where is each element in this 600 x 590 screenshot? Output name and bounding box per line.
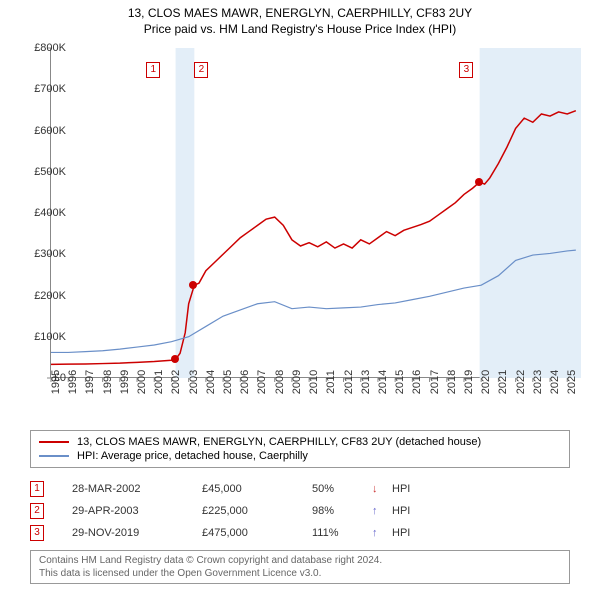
y-tick-label: £400K — [34, 207, 66, 219]
x-tick-label: 2014 — [377, 370, 389, 394]
x-tick-label: 2012 — [343, 370, 355, 394]
x-tick-label: 2001 — [153, 370, 165, 394]
sale-row: 1 28-MAR-2002£45,00050%↓HPI — [30, 478, 570, 500]
sales-table: 128-MAR-2002£45,00050%↓HPI229-APR-2003£2… — [30, 478, 570, 544]
plot-area — [50, 48, 580, 378]
x-tick-label: 2024 — [549, 370, 561, 394]
x-tick-label: 2000 — [136, 370, 148, 394]
x-tick-label: 2013 — [360, 370, 372, 394]
sale-row-marker: 1 — [30, 481, 44, 497]
sale-price: £45,000 — [202, 483, 312, 495]
x-tick-label: 1999 — [119, 370, 131, 394]
legend-swatch — [39, 455, 69, 457]
x-tick-label: 1998 — [102, 370, 114, 394]
sale-price: £475,000 — [202, 527, 312, 539]
x-tick-label: 2017 — [429, 370, 441, 394]
x-tick-label: 2018 — [446, 370, 458, 394]
legend-item: HPI: Average price, detached house, Caer… — [39, 449, 561, 463]
sale-arrow-icon: ↑ — [372, 527, 392, 539]
sale-dot-2 — [189, 281, 197, 289]
sale-marker-2: 2 — [194, 62, 208, 78]
x-tick-label: 2016 — [411, 370, 423, 394]
y-tick-label: £200K — [34, 290, 66, 302]
y-tick-label: £800K — [34, 42, 66, 54]
sale-dot-3 — [475, 178, 483, 186]
y-tick-label: £500K — [34, 166, 66, 178]
sale-diff: 50% — [312, 483, 372, 495]
footer-line1: Contains HM Land Registry data © Crown c… — [39, 554, 561, 567]
x-tick-label: 2002 — [170, 370, 182, 394]
sale-arrow-icon: ↓ — [372, 483, 392, 495]
x-tick-label: 2020 — [480, 370, 492, 394]
chart-title: 13, CLOS MAES MAWR, ENERGLYN, CAERPHILLY… — [0, 0, 600, 36]
x-tick-label: 2025 — [566, 370, 578, 394]
y-tick-label: £600K — [34, 125, 66, 137]
x-tick-label: 2015 — [394, 370, 406, 394]
sale-hpi-label: HPI — [392, 505, 410, 517]
y-tick-label: £700K — [34, 83, 66, 95]
legend-swatch — [39, 441, 69, 443]
sale-date: 29-NOV-2019 — [72, 527, 202, 539]
title-address: 13, CLOS MAES MAWR, ENERGLYN, CAERPHILLY… — [0, 6, 600, 20]
x-tick-label: 1995 — [50, 370, 62, 394]
legend-box: 13, CLOS MAES MAWR, ENERGLYN, CAERPHILLY… — [30, 430, 570, 468]
legend-item: 13, CLOS MAES MAWR, ENERGLYN, CAERPHILLY… — [39, 435, 561, 449]
x-tick-label: 1996 — [67, 370, 79, 394]
sale-arrow-icon: ↑ — [372, 505, 392, 517]
x-tick-label: 2019 — [463, 370, 475, 394]
sale-diff: 111% — [312, 527, 372, 539]
sale-hpi-label: HPI — [392, 527, 410, 539]
sale-diff: 98% — [312, 505, 372, 517]
sale-marker-1: 1 — [146, 62, 160, 78]
y-tick-label: £300K — [34, 248, 66, 260]
legend-label: 13, CLOS MAES MAWR, ENERGLYN, CAERPHILLY… — [77, 436, 481, 448]
y-tick-label: £100K — [34, 331, 66, 343]
x-tick-label: 2021 — [497, 370, 509, 394]
sale-marker-3: 3 — [459, 62, 473, 78]
x-tick-label: 2007 — [256, 370, 268, 394]
x-tick-label: 2022 — [515, 370, 527, 394]
x-tick-label: 1997 — [84, 370, 96, 394]
sale-date: 28-MAR-2002 — [72, 483, 202, 495]
title-subtitle: Price paid vs. HM Land Registry's House … — [0, 22, 600, 36]
chart-svg — [51, 48, 581, 378]
x-tick-label: 2005 — [222, 370, 234, 394]
x-tick-label: 2003 — [188, 370, 200, 394]
sale-dot-1 — [171, 355, 179, 363]
chart-container: 13, CLOS MAES MAWR, ENERGLYN, CAERPHILLY… — [0, 0, 600, 590]
sale-date: 29-APR-2003 — [72, 505, 202, 517]
x-tick-label: 2006 — [239, 370, 251, 394]
x-tick-label: 2004 — [205, 370, 217, 394]
x-tick-label: 2011 — [325, 370, 337, 394]
legend-label: HPI: Average price, detached house, Caer… — [77, 450, 308, 462]
sale-row: 2 29-APR-2003£225,00098%↑HPI — [30, 500, 570, 522]
x-tick-label: 2023 — [532, 370, 544, 394]
attribution-footer: Contains HM Land Registry data © Crown c… — [30, 550, 570, 584]
footer-line2: This data is licensed under the Open Gov… — [39, 567, 561, 580]
x-tick-label: 2009 — [291, 370, 303, 394]
sale-price: £225,000 — [202, 505, 312, 517]
sale-row-marker: 2 — [30, 503, 44, 519]
sale-row-marker: 3 — [30, 525, 44, 541]
x-tick-label: 2010 — [308, 370, 320, 394]
x-tick-label: 2008 — [274, 370, 286, 394]
sale-row: 3 29-NOV-2019£475,000111%↑HPI — [30, 522, 570, 544]
sale-hpi-label: HPI — [392, 483, 410, 495]
